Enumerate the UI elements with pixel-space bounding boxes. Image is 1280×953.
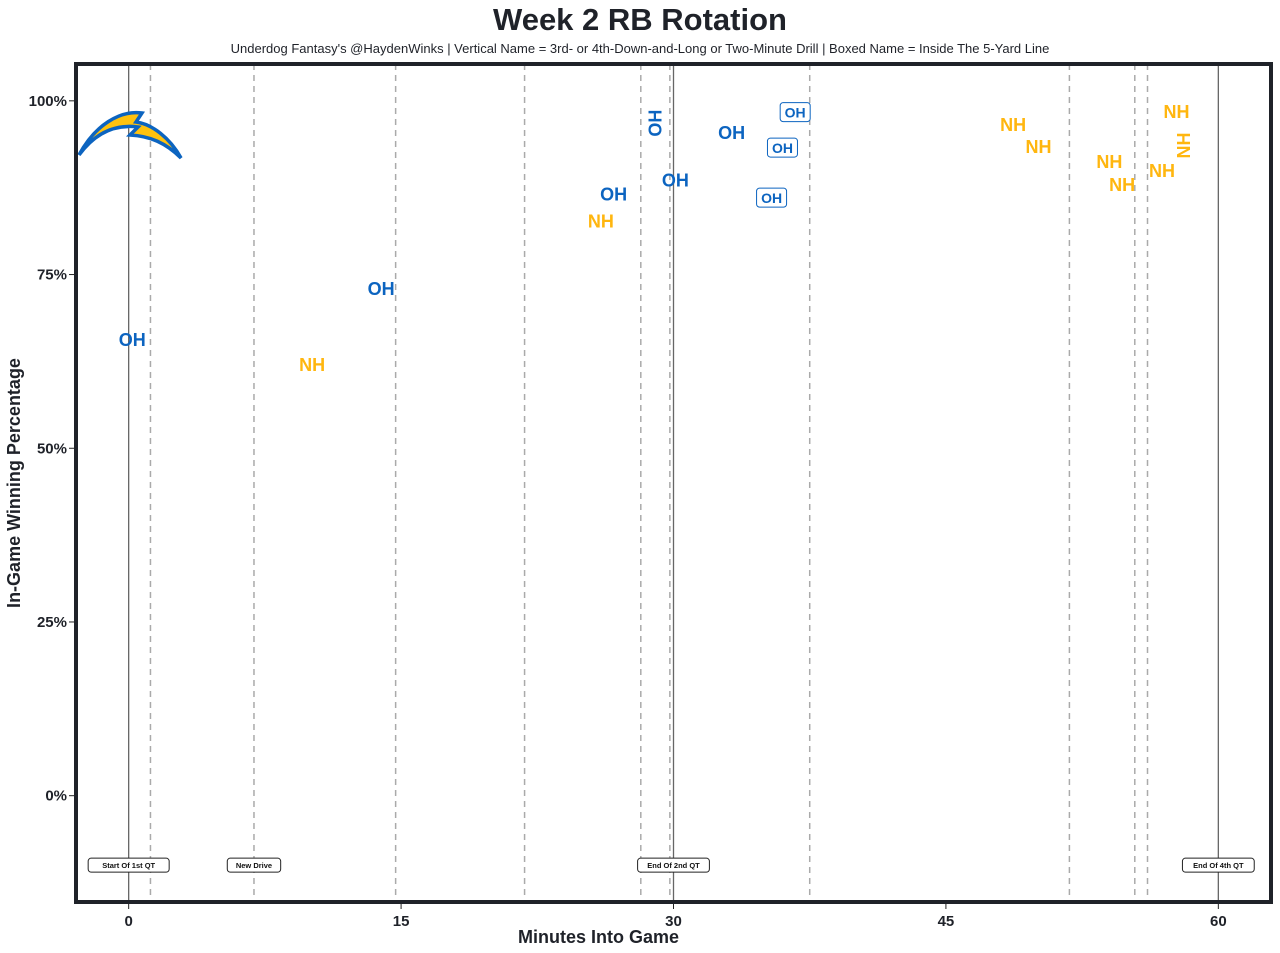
chart-subtitle: Underdog Fantasy's @HaydenWinks | Vertic…: [230, 41, 1050, 56]
x-tick-label: 45: [938, 913, 955, 930]
player-label-group: OH: [718, 123, 745, 143]
player-label-group: NH: [1149, 161, 1175, 181]
player-label-nh: NH: [1026, 137, 1052, 157]
player-label-group: OH: [756, 187, 788, 208]
player-label-group: OH: [368, 279, 395, 299]
player-label-group: NH: [1164, 102, 1190, 122]
x-tick-label: 60: [1210, 913, 1227, 930]
player-label-oh: OH: [761, 190, 782, 206]
player-label-oh: OH: [368, 279, 395, 299]
y-axis-label: In-Game Winning Percentage: [4, 358, 24, 608]
player-label-oh: OH: [718, 123, 745, 143]
y-tick-label: 75%: [37, 267, 67, 284]
annotation-label: End Of 2nd QT: [647, 861, 700, 870]
player-label-group: OH: [119, 330, 146, 350]
annotation-box: [637, 857, 710, 873]
y-tick-label: 0%: [45, 788, 67, 805]
x-tick-label: 0: [124, 913, 132, 930]
player-label-oh: OH: [785, 105, 806, 121]
player-label-group: OH: [779, 102, 811, 123]
player-label-nh: NH: [1109, 175, 1135, 195]
annotation-label: New Drive: [236, 861, 272, 870]
boxed-label-frame: [756, 187, 788, 208]
player-label-nh: NH: [299, 355, 325, 375]
player-label-nh: NH: [588, 212, 614, 232]
player-label-nh: NH: [1149, 161, 1175, 181]
player-label-nh: NH: [1096, 152, 1122, 172]
player-label-nh: NH: [1000, 115, 1026, 135]
player-label-group: NH: [588, 212, 614, 232]
annotation-box: [226, 857, 282, 873]
x-axis-label: Minutes Into Game: [518, 927, 679, 947]
player-label-oh: OH: [662, 171, 689, 191]
player-label-oh: OH: [772, 140, 793, 156]
x-tick-label: 15: [393, 913, 410, 930]
annotation-box: [1181, 857, 1255, 873]
player-label-group: OH: [662, 171, 689, 191]
annotation-label: Start Of 1st QT: [102, 861, 155, 870]
y-tick-label: 50%: [37, 440, 67, 457]
player-label-nh: NH: [1164, 102, 1190, 122]
player-label-group: NH: [1026, 137, 1052, 157]
player-label-group: OH: [766, 137, 798, 158]
annotation-box: [87, 857, 170, 873]
player-label-group: NH: [1174, 133, 1194, 159]
boxed-label-frame: [766, 137, 798, 158]
player-label-nh: NH: [1174, 133, 1194, 159]
player-label-group: NH: [1109, 175, 1135, 195]
annotation-label: End Of 4th QT: [1193, 861, 1244, 870]
player-label-oh: OH: [119, 330, 146, 350]
player-label-oh: OH: [645, 110, 665, 137]
chart-title: Week 2 RB Rotation: [493, 2, 787, 37]
player-label-group: NH: [1096, 152, 1122, 172]
chargers-bolt-logo: [77, 110, 183, 160]
player-label-group: OH: [600, 185, 627, 205]
plot-frame: [74, 62, 1273, 904]
player-label-group: NH: [299, 355, 325, 375]
y-tick-label: 100%: [29, 93, 67, 110]
x-tick-label: 30: [665, 913, 682, 930]
player-label-group: OH: [645, 110, 665, 137]
y-tick-label: 25%: [37, 614, 67, 631]
boxed-label-frame: [779, 102, 811, 123]
player-label-group: NH: [1000, 115, 1026, 135]
player-label-oh: OH: [600, 185, 627, 205]
